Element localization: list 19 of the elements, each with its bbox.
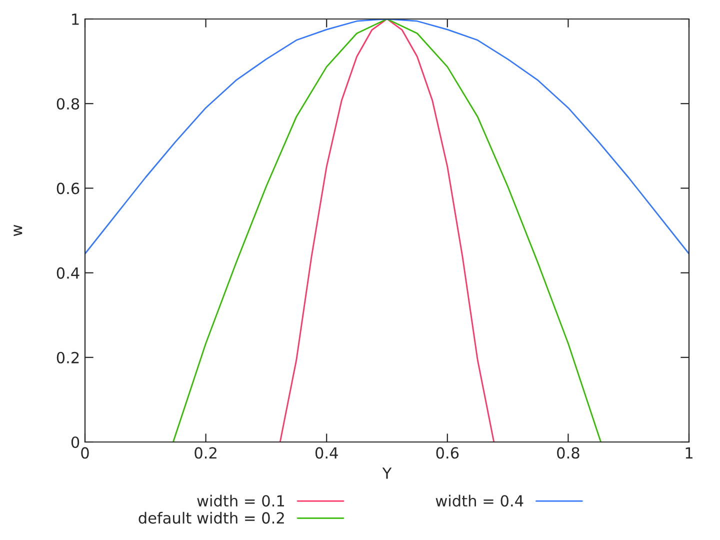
- x-tick-label: 0.8: [557, 447, 580, 459]
- y-tick-label: 0.6: [56, 182, 80, 194]
- line-series: [172, 19, 602, 442]
- x-tick-label: 0.4: [315, 447, 338, 459]
- y-tick-label: 0: [71, 436, 80, 448]
- x-tick-label: 0.2: [194, 447, 216, 459]
- x-tick-label: 0: [81, 447, 89, 459]
- line-series: [279, 19, 495, 442]
- legend-label: width = 0.1: [197, 494, 284, 507]
- x-tick-label: 1: [686, 447, 692, 458]
- y-tick-label: 0.2: [56, 352, 79, 364]
- legend-label: width = 0.4: [436, 494, 524, 507]
- y-tick-label: 0.8: [56, 98, 80, 110]
- y-axis-title: w: [14, 224, 22, 236]
- x-axis-title: Y: [382, 468, 392, 479]
- legend-label: default width = 0.2: [138, 512, 284, 524]
- y-tick-label: 0.4: [56, 267, 80, 279]
- y-tick-label: 1: [72, 14, 79, 25]
- x-tick-label: 0.6: [436, 447, 459, 459]
